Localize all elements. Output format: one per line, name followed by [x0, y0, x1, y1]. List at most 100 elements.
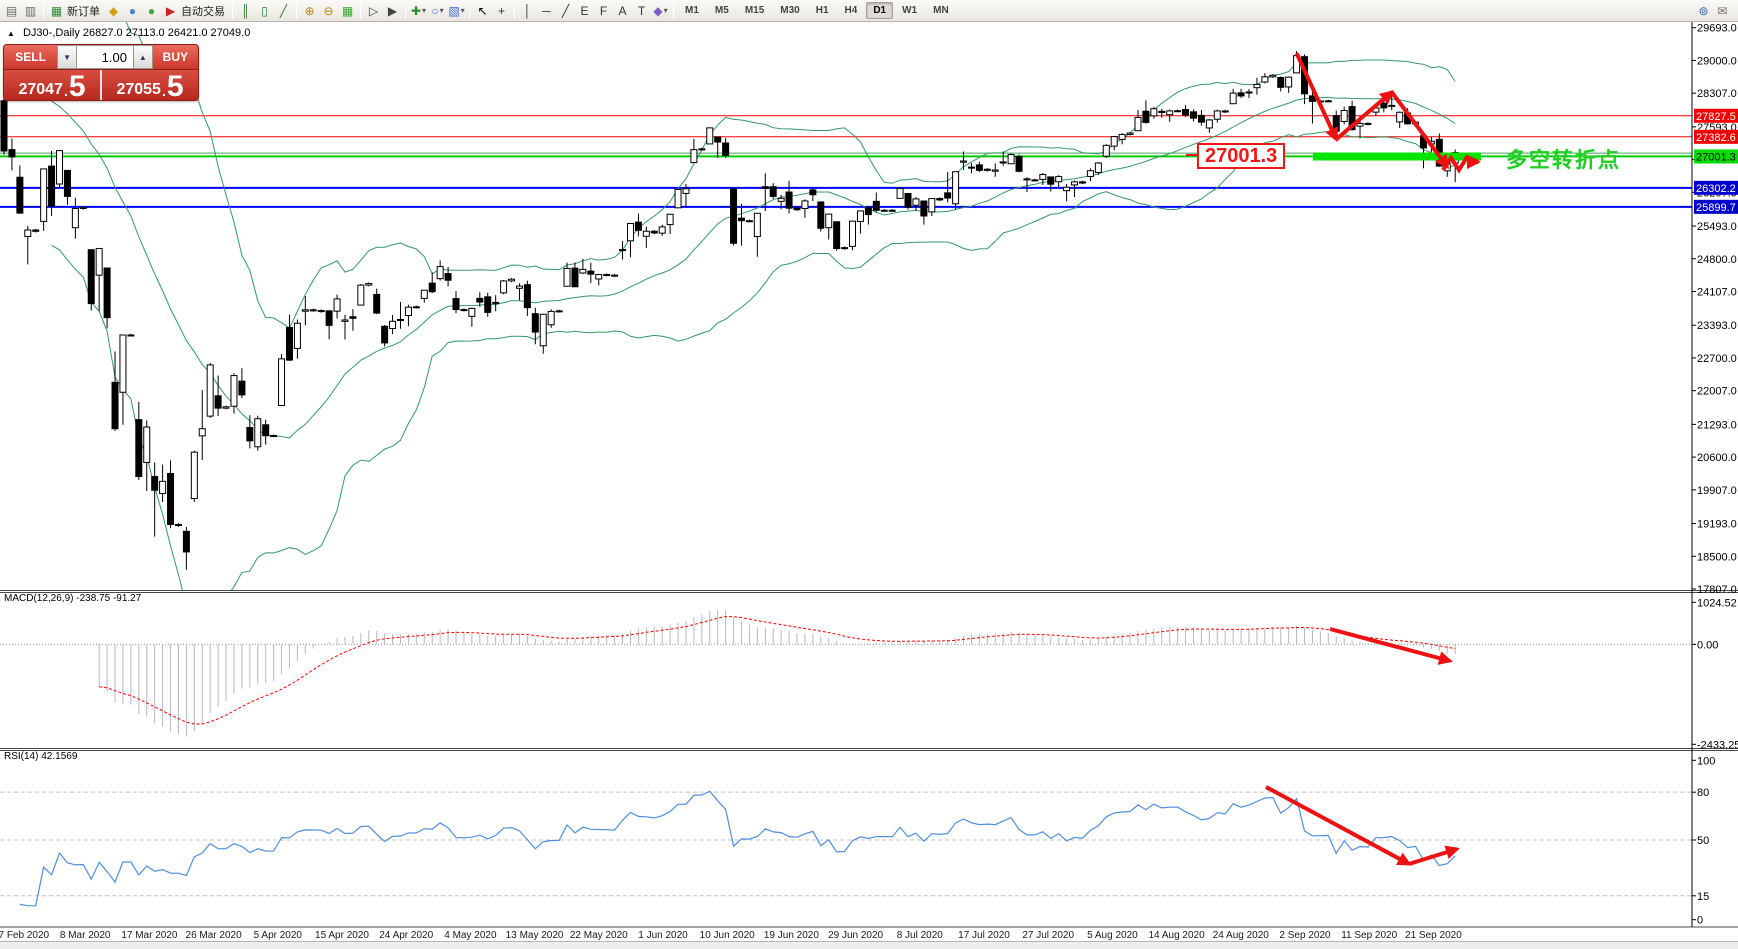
- svg-text:14 Aug 2020: 14 Aug 2020: [1149, 930, 1206, 941]
- sell-price-frac: 5: [68, 70, 86, 101]
- chart-canvas[interactable]: 29693.029000.028307.027593.026900.026207…: [0, 22, 1738, 949]
- new-order-label[interactable]: 新订单: [67, 5, 100, 18]
- vertical-line-icon[interactable]: │: [523, 3, 532, 18]
- toolbar-separator: [514, 2, 515, 19]
- svg-text:21293.0: 21293.0: [1697, 419, 1737, 431]
- buy-button[interactable]: BUY: [152, 45, 198, 69]
- status-strip: [0, 941, 1738, 949]
- cursor-icon[interactable]: ↖: [477, 3, 488, 18]
- collapse-panel-icon[interactable]: ▲: [7, 29, 15, 38]
- zoom-out-icon[interactable]: ⊖: [323, 3, 334, 18]
- turning-point-label[interactable]: 多空转折点: [1506, 149, 1621, 172]
- history-center-icon[interactable]: ▥: [24, 3, 37, 18]
- search-icon[interactable]: ⊚: [1698, 3, 1709, 18]
- svg-text:0.00: 0.00: [1697, 639, 1718, 651]
- candlestick-chart-icon[interactable]: ▯: [261, 3, 268, 18]
- chat-icon[interactable]: ✉: [1717, 3, 1728, 18]
- templates-icon[interactable]: ▧ ▾: [448, 3, 465, 18]
- equidistant-channel-icon[interactable]: E: [580, 3, 589, 18]
- volume-decrease-button[interactable]: ▼: [57, 45, 77, 69]
- timeframe-h4-button[interactable]: H4: [844, 5, 858, 16]
- trendline-icon[interactable]: ╱: [561, 3, 570, 18]
- svg-text:2 Sep 2020: 2 Sep 2020: [1279, 930, 1331, 941]
- svg-text:29693.0: 29693.0: [1697, 23, 1737, 35]
- arrows-icon[interactable]: ◆ ▾: [653, 3, 668, 18]
- buy-price[interactable]: 27055 . 5: [100, 70, 198, 101]
- toolbar-separator: [405, 2, 406, 19]
- svg-text:23393.0: 23393.0: [1697, 320, 1737, 332]
- text-label-icon[interactable]: T: [637, 3, 646, 18]
- volume-input[interactable]: [76, 45, 133, 69]
- accounts-icon[interactable]: ●: [128, 3, 137, 18]
- sell-price-main: 27047: [18, 81, 63, 98]
- signals-icon[interactable]: ●: [147, 3, 156, 18]
- svg-text:22 May 2020: 22 May 2020: [570, 930, 628, 941]
- add-indicator-icon[interactable]: ✚ ▾: [410, 3, 427, 18]
- buy-price-dot: .: [161, 83, 166, 99]
- bar-chart-icon[interactable]: ║: [241, 3, 250, 18]
- indicators-window-icon[interactable]: ▤: [5, 3, 18, 18]
- line-chart-icon[interactable]: ╱: [279, 3, 288, 18]
- crosshair-icon[interactable]: +: [497, 3, 505, 18]
- svg-text:100: 100: [1697, 755, 1715, 767]
- volume-increase-button[interactable]: ▲: [132, 45, 153, 69]
- svg-text:8 Jul 2020: 8 Jul 2020: [897, 930, 944, 941]
- svg-text:24107.0: 24107.0: [1697, 286, 1737, 298]
- svg-text:27827.5: 27827.5: [1696, 111, 1736, 123]
- buy-price-main: 27055: [116, 81, 161, 98]
- timeframe-mn-button[interactable]: MN: [933, 5, 949, 16]
- tile-windows-icon[interactable]: ▦: [341, 3, 354, 18]
- svg-text:26302.2: 26302.2: [1696, 183, 1736, 195]
- timeframe-m15-button[interactable]: M15: [744, 5, 765, 16]
- auto-scroll-icon[interactable]: ▶: [387, 3, 398, 18]
- horizontal-line-icon[interactable]: ─: [542, 3, 551, 18]
- timeframe-m5-button[interactable]: M5: [714, 5, 729, 16]
- toolbar-separator: [673, 2, 674, 19]
- buy-price-frac: 5: [166, 70, 184, 101]
- sell-price[interactable]: 27047 . 5: [4, 70, 100, 101]
- svg-text:19 Jun 2020: 19 Jun 2020: [764, 930, 819, 941]
- svg-text:17 Mar 2020: 17 Mar 2020: [121, 930, 178, 941]
- autotrading-icon[interactable]: ▶: [165, 3, 176, 18]
- svg-text:17 Jul 2020: 17 Jul 2020: [958, 930, 1010, 941]
- svg-text:0: 0: [1697, 915, 1703, 927]
- svg-text:5 Aug 2020: 5 Aug 2020: [1087, 930, 1138, 941]
- zoom-in-icon[interactable]: ⊕: [304, 3, 315, 18]
- fibonacci-icon[interactable]: F: [599, 3, 608, 18]
- svg-text:1 Jun 2020: 1 Jun 2020: [638, 930, 688, 941]
- timeframe-d1-button[interactable]: D1: [866, 2, 894, 19]
- svg-text:24800.0: 24800.0: [1697, 254, 1737, 266]
- svg-text:8 Mar 2020: 8 Mar 2020: [60, 930, 111, 941]
- chart-shift-icon[interactable]: ▷: [368, 3, 379, 18]
- svg-text:29 Jun 2020: 29 Jun 2020: [828, 930, 883, 941]
- sell-button[interactable]: SELL: [4, 45, 58, 69]
- svg-text:13 May 2020: 13 May 2020: [506, 930, 564, 941]
- svg-text:25493.0: 25493.0: [1697, 221, 1737, 233]
- timeframe-m1-button[interactable]: M1: [685, 5, 699, 16]
- svg-text:24 Apr 2020: 24 Apr 2020: [379, 930, 433, 941]
- text-icon[interactable]: A: [618, 3, 627, 18]
- svg-text:27 Feb 2020: 27 Feb 2020: [0, 930, 50, 941]
- svg-text:50: 50: [1697, 835, 1709, 847]
- timeframe-h1-button[interactable]: H1: [815, 5, 829, 16]
- svg-text:29000.0: 29000.0: [1697, 55, 1737, 67]
- autotrading-label[interactable]: 自动交易: [181, 5, 225, 18]
- symbol-period-label: DJ30-,Daily: [22, 27, 80, 39]
- svg-text:25899.7: 25899.7: [1696, 202, 1736, 214]
- deposit-icon[interactable]: ◆: [108, 3, 119, 18]
- rsi-label: RSI(14) 42.1569: [4, 751, 78, 762]
- macd-label: MACD(12,26,9) -238.75 -91.27: [4, 593, 142, 604]
- periods-icon[interactable]: ○ ▾: [431, 3, 444, 18]
- svg-text:11 Sep 2020: 11 Sep 2020: [1341, 930, 1397, 941]
- svg-text:-2433.25: -2433.25: [1697, 739, 1738, 751]
- price-callout[interactable]: 27001.3: [1197, 143, 1286, 169]
- timeframe-m30-button[interactable]: M30: [780, 5, 800, 16]
- new-order-icon[interactable]: ▦: [50, 3, 63, 18]
- svg-text:20600.0: 20600.0: [1697, 452, 1737, 464]
- svg-text:24 Aug 2020: 24 Aug 2020: [1213, 930, 1270, 941]
- svg-text:27593.0: 27593.0: [1697, 122, 1737, 134]
- sell-price-dot: .: [63, 83, 68, 99]
- timeframe-w1-button[interactable]: W1: [902, 5, 918, 16]
- one-click-trading-panel: SELL ▼ ▲ BUY 27047 . 5 27055 . 5: [3, 44, 199, 101]
